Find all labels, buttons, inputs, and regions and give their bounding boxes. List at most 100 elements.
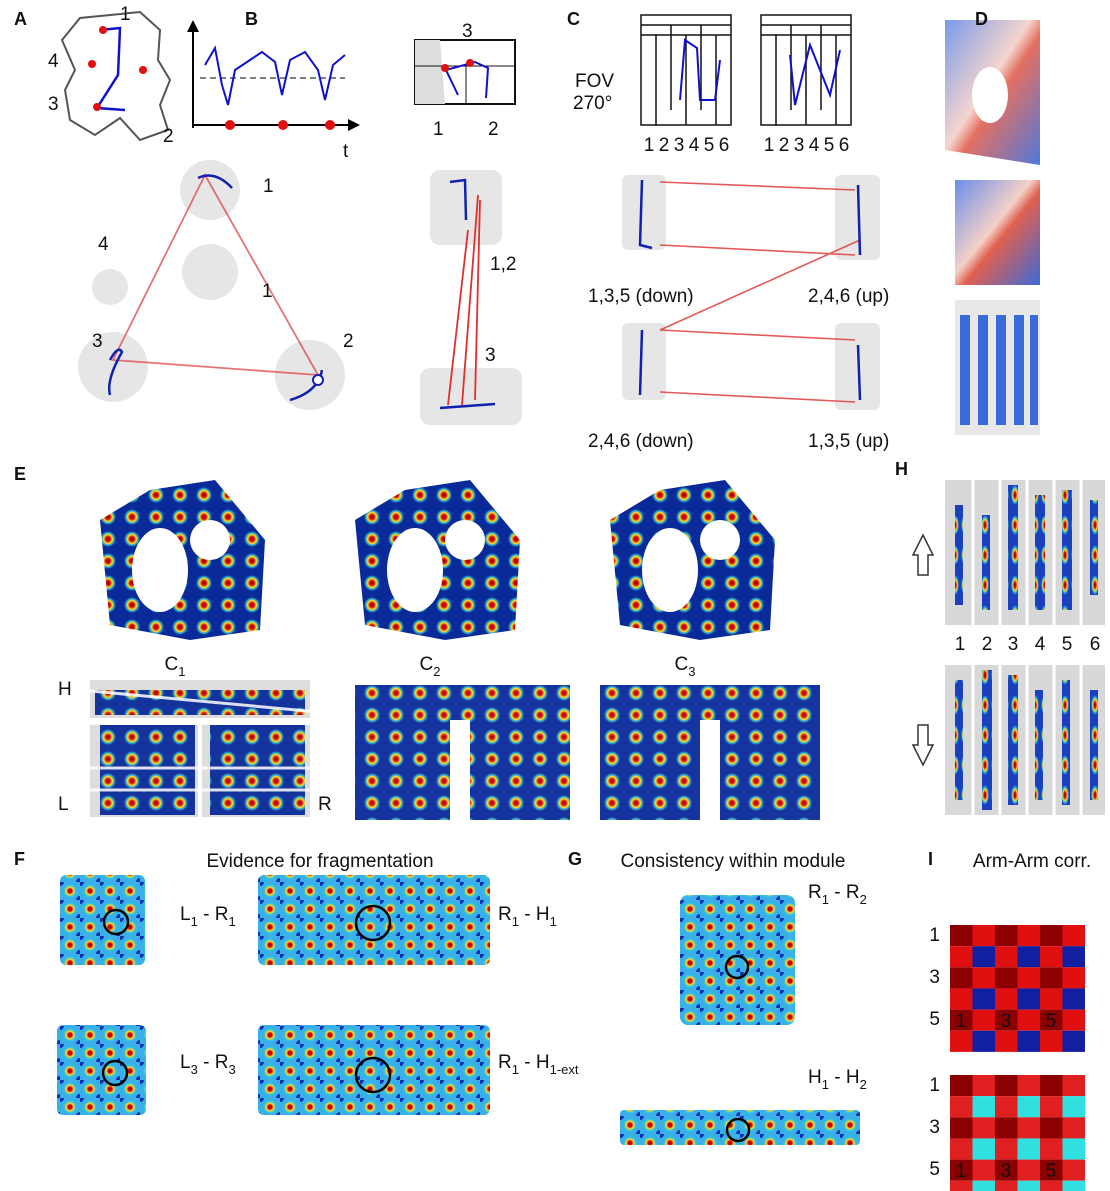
matrix-cell — [1040, 925, 1063, 946]
pair-label: R1 - R2 — [808, 882, 867, 907]
map-label-sub: 3 — [688, 664, 695, 679]
matrix-cell — [1018, 1031, 1041, 1052]
pair-label: H1 - H2 — [808, 1067, 867, 1092]
cluster-label: 4 — [98, 234, 109, 255]
pair-a: R — [498, 1052, 512, 1073]
matrix-cell — [1018, 1075, 1041, 1096]
y-tick-label: 5 — [929, 1009, 940, 1030]
matrix-cell — [1018, 988, 1041, 1009]
fov-angle: 270° — [573, 93, 612, 114]
matrix-cell — [1040, 1138, 1063, 1159]
pair-a: L — [180, 1052, 191, 1073]
panel-label: I — [928, 849, 933, 869]
matrix-cell — [995, 946, 1018, 967]
matrix-cell — [995, 1138, 1018, 1159]
y-tick-label: 5 — [929, 1159, 940, 1180]
matrix-cell — [950, 946, 973, 967]
matrix-cell — [1063, 1010, 1086, 1031]
panel-label: D — [975, 9, 988, 29]
arm-label: 4 — [48, 51, 59, 72]
pair-a: H — [808, 1067, 822, 1088]
cluster-label: 1 — [263, 176, 274, 197]
matrix-cell — [1018, 1160, 1041, 1181]
arm-number: 2 — [779, 135, 790, 156]
matrix-cell — [1063, 1138, 1086, 1159]
panel-label: G — [568, 849, 582, 869]
arm-number: 4 — [689, 135, 700, 156]
map-label-base: C — [165, 654, 179, 675]
panel-label: A — [14, 9, 27, 29]
arm-number: 5 — [824, 135, 835, 156]
matrix-cell — [1063, 946, 1086, 967]
arm-number: 3 — [674, 135, 685, 156]
matrix-cell — [995, 1181, 1018, 1191]
pair-b: R — [215, 1052, 229, 1073]
matrix-cell — [950, 1075, 973, 1096]
matrix-cell — [950, 925, 973, 946]
arm-number: 6 — [719, 135, 730, 156]
pair-a: R — [498, 904, 512, 925]
cluster-label: 2,4,6 (up) — [808, 286, 889, 307]
arm-number: 1 — [764, 135, 775, 156]
y-tick-label: 1 — [929, 925, 940, 946]
pair-b-sub: 1 — [550, 914, 557, 929]
pair-sep: - — [519, 1052, 536, 1073]
arm-number: 2 — [982, 634, 993, 655]
pair-sep: - — [519, 904, 536, 925]
matrix-cell — [1063, 1181, 1086, 1191]
x-tick-label: 5 — [1046, 1161, 1057, 1182]
arm-label: 3 — [462, 21, 473, 42]
map-label-base: C — [675, 654, 689, 675]
matrix-cell — [973, 1031, 996, 1052]
map-label: C1 — [165, 654, 186, 679]
arm-label: 1 — [433, 119, 444, 140]
arm-number: 4 — [809, 135, 820, 156]
pair-label: L1 - R1 — [180, 904, 236, 929]
cluster-label: 2,4,6 (down) — [588, 431, 694, 452]
matrix-cell — [1063, 1117, 1086, 1138]
matrix-cell — [1040, 967, 1063, 988]
arm-number: 6 — [1090, 634, 1101, 655]
cluster-label: 1,3,5 (down) — [588, 286, 694, 307]
matrix-cell — [1040, 1075, 1063, 1096]
pair-b: H — [846, 1067, 860, 1088]
pair-sep: - — [198, 904, 215, 925]
matrix-cell — [950, 988, 973, 1009]
x-tick-label: 1 — [956, 1011, 967, 1032]
matrix-cell — [1018, 1010, 1041, 1031]
arm-number: 1 — [955, 634, 966, 655]
arm-number: 1 — [644, 135, 655, 156]
pair-b: R — [846, 882, 860, 903]
matrix-cell — [1040, 946, 1063, 967]
panel-label: H — [895, 459, 908, 479]
pair-a: R — [808, 882, 822, 903]
pair-a-sub: 1 — [822, 892, 829, 907]
pair-label: R1 - H1-ext — [498, 1052, 579, 1077]
matrix-cell — [950, 1181, 973, 1191]
cluster-label: 3 — [92, 331, 103, 352]
region-label: L — [58, 794, 69, 815]
illustrations — [57, 12, 1105, 1191]
matrix-cell — [1040, 1117, 1063, 1138]
pair-b-sub: 3 — [228, 1062, 235, 1077]
map-label-sub: 2 — [433, 664, 440, 679]
axis-label: t — [343, 141, 349, 162]
section-title: Arm-Arm corr. — [973, 851, 1091, 872]
x-tick-label: 1 — [956, 1161, 967, 1182]
matrix-cell — [973, 1096, 996, 1117]
matrix-cell — [973, 1117, 996, 1138]
map-label: C3 — [675, 654, 696, 679]
pair-b-sub: 1-ext — [550, 1062, 579, 1077]
matrix-cell — [1063, 1075, 1086, 1096]
cluster-label: 1,2 — [490, 254, 516, 275]
matrix-cell — [973, 988, 996, 1009]
panel-label: C — [567, 9, 580, 29]
map-label-base: C — [420, 654, 434, 675]
matrix-cell — [1018, 1117, 1041, 1138]
matrix-cell — [995, 1117, 1018, 1138]
matrix-cell — [995, 1096, 1018, 1117]
matrix-cell — [1018, 946, 1041, 967]
matrix-cell — [1018, 925, 1041, 946]
arm-number: 4 — [1035, 634, 1046, 655]
cluster-label: 2 — [343, 331, 354, 352]
